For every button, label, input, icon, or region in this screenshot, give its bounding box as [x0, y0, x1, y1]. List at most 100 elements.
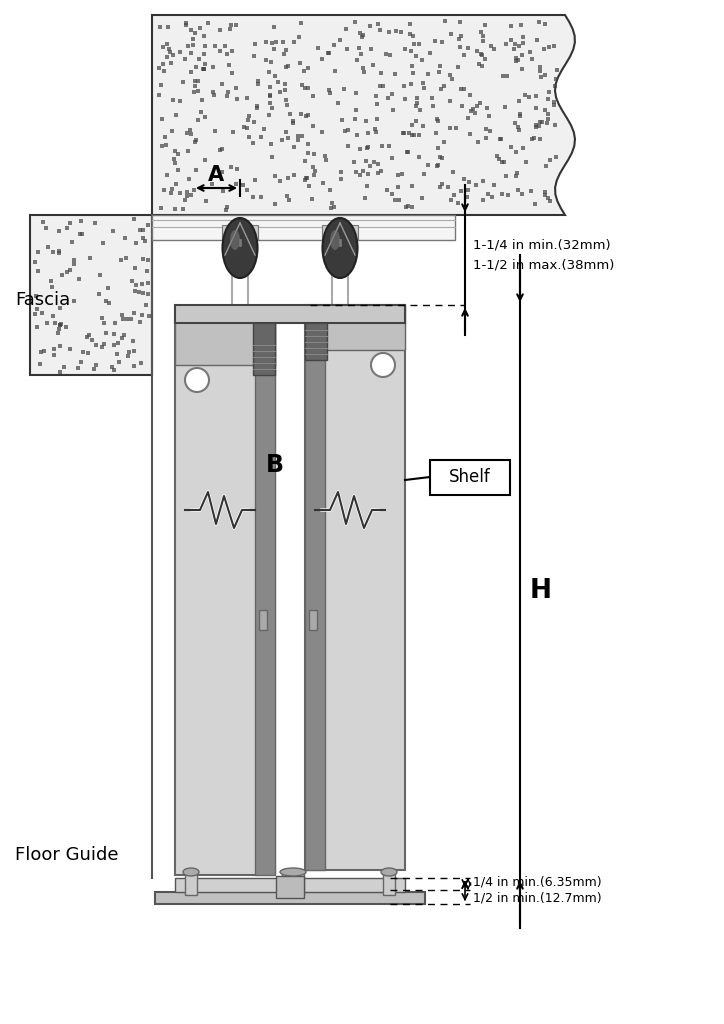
Point: [324, 45, 335, 61]
Point: [129, 283, 140, 299]
Text: Fascia: Fascia: [15, 291, 70, 309]
Point: [137, 285, 148, 301]
Circle shape: [185, 368, 209, 392]
Point: [226, 159, 237, 175]
Point: [480, 130, 492, 146]
Point: [334, 164, 346, 180]
Point: [117, 307, 128, 324]
Point: [68, 252, 80, 268]
Point: [328, 199, 340, 215]
Point: [230, 175, 242, 191]
Point: [544, 152, 556, 168]
Point: [287, 113, 299, 129]
Point: [261, 52, 272, 69]
Point: [512, 181, 523, 198]
Point: [403, 125, 415, 141]
Point: [185, 22, 197, 38]
Point: [130, 276, 141, 293]
Point: [464, 126, 476, 142]
Point: [54, 317, 65, 334]
Point: [350, 101, 362, 118]
Point: [197, 60, 209, 77]
Point: [400, 199, 412, 215]
Point: [542, 91, 554, 108]
Point: [47, 308, 59, 325]
Point: [177, 201, 189, 217]
Point: [463, 174, 475, 190]
Point: [227, 124, 239, 140]
Point: [45, 272, 56, 289]
Point: [216, 141, 227, 158]
Point: [68, 293, 80, 309]
Point: [499, 99, 510, 116]
Point: [180, 16, 191, 33]
Point: [174, 43, 185, 59]
Point: [381, 181, 392, 198]
Point: [300, 80, 311, 96]
Point: [355, 46, 366, 62]
Point: [31, 301, 43, 317]
Point: [255, 188, 266, 205]
Point: [418, 80, 430, 96]
Point: [282, 187, 293, 204]
Point: [230, 17, 242, 34]
Ellipse shape: [322, 218, 358, 278]
Point: [534, 114, 546, 130]
Point: [471, 97, 483, 114]
Point: [300, 153, 311, 169]
Point: [406, 178, 418, 195]
Point: [49, 347, 60, 364]
Bar: [322, 225, 358, 240]
Point: [217, 182, 229, 199]
Point: [429, 33, 441, 49]
Point: [111, 345, 123, 361]
Point: [272, 74, 284, 90]
Point: [264, 87, 276, 103]
Point: [524, 44, 536, 60]
Text: 1/4 in min.(6.35mm): 1/4 in min.(6.35mm): [473, 876, 602, 889]
Point: [109, 315, 121, 332]
Point: [122, 347, 133, 364]
Point: [32, 263, 43, 280]
Point: [227, 42, 238, 58]
Point: [300, 169, 312, 185]
Point: [116, 330, 127, 346]
Point: [469, 104, 481, 121]
Point: [252, 99, 264, 116]
Point: [542, 189, 554, 206]
Point: [481, 121, 492, 137]
Bar: [175, 878, 405, 892]
Point: [172, 146, 184, 163]
Point: [406, 127, 418, 143]
Point: [475, 24, 487, 40]
Point: [62, 263, 73, 280]
Point: [359, 189, 371, 206]
Point: [128, 211, 140, 227]
Bar: [185, 870, 197, 895]
Point: [455, 183, 466, 200]
Point: [161, 137, 172, 154]
Point: [436, 176, 447, 193]
Point: [295, 54, 306, 71]
Point: [185, 63, 197, 80]
Point: [100, 293, 111, 309]
Point: [224, 20, 236, 37]
Point: [296, 77, 308, 93]
Point: [249, 36, 261, 52]
Point: [222, 199, 233, 215]
Point: [430, 125, 442, 141]
Point: [274, 83, 285, 99]
Point: [112, 335, 124, 351]
Point: [268, 19, 279, 36]
Point: [280, 124, 292, 140]
Point: [329, 36, 340, 52]
Point: [374, 78, 386, 94]
Point: [370, 124, 382, 140]
Point: [198, 60, 210, 77]
Point: [539, 102, 551, 119]
Point: [434, 58, 446, 75]
Ellipse shape: [230, 230, 240, 250]
Point: [248, 47, 260, 63]
Point: [54, 245, 65, 261]
Point: [515, 16, 526, 33]
